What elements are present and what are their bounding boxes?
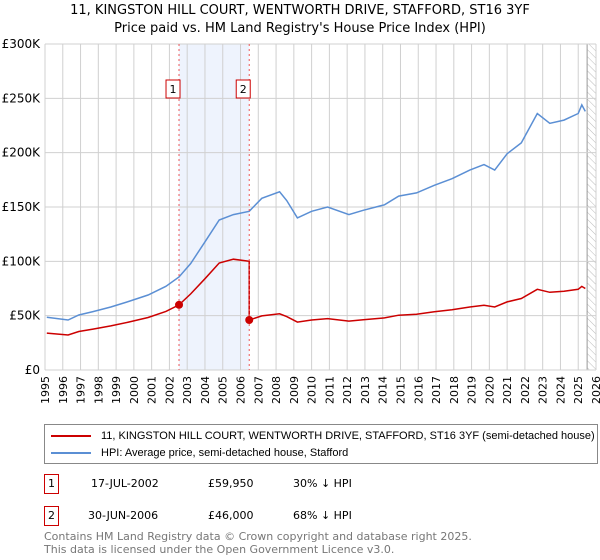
x-tick-label: 2025: [572, 376, 585, 404]
sale-hpi-diff: 30% ↓ HPI: [293, 477, 352, 490]
x-tick-label: 2005: [217, 376, 230, 404]
x-tick-label: 2020: [483, 376, 496, 404]
legend-item-property: 11, KINGSTON HILL COURT, WENTWORTH DRIVE…: [45, 428, 595, 444]
chart-title: 11, KINGSTON HILL COURT, WENTWORTH DRIVE…: [70, 3, 530, 18]
x-tick-label: 2014: [377, 376, 390, 404]
x-tick-label: 2012: [341, 376, 354, 404]
sale-price: £59,950: [208, 477, 254, 490]
x-tick-label: 2006: [235, 376, 248, 404]
x-tick-label: 2010: [306, 376, 319, 404]
x-tick-label: 2024: [554, 376, 567, 404]
x-tick-label: 2007: [252, 376, 265, 404]
legend-label: 11, KINGSTON HILL COURT, WENTWORTH DRIVE…: [101, 430, 595, 442]
x-tick-label: 2003: [181, 376, 194, 404]
sale-date: 17-JUL-2002: [91, 477, 159, 490]
x-tick-label: 2026: [590, 376, 600, 404]
x-tick-label: 2004: [199, 376, 212, 404]
y-tick-label: £250K: [2, 91, 42, 105]
y-tick-label: £300K: [2, 37, 42, 51]
x-tick-label: 1997: [75, 376, 88, 404]
x-tick-label: 2016: [412, 376, 425, 404]
footer-copyright: Contains HM Land Registry data © Crown c…: [44, 530, 472, 543]
sale-marker: 1: [44, 474, 59, 494]
x-tick-label: 1998: [92, 376, 105, 404]
x-tick-label: 2015: [394, 376, 407, 404]
legend-swatch-red: [51, 435, 91, 437]
x-tick-label: 2017: [430, 376, 443, 404]
chart-subtitle: Price paid vs. HM Land Registry's House …: [114, 21, 486, 36]
x-tick-label: 2018: [448, 376, 461, 404]
x-tick-label: 2019: [466, 376, 479, 404]
legend: 11, KINGSTON HILL COURT, WENTWORTH DRIVE…: [44, 424, 598, 464]
footer-license: This data is licensed under the Open Gov…: [44, 543, 395, 556]
y-tick-label: £50K: [9, 309, 41, 323]
y-tick-label: £0: [25, 363, 40, 377]
x-tick-label: 2000: [128, 376, 141, 404]
x-tick-label: 2002: [163, 376, 176, 404]
y-tick-label: £100K: [2, 254, 42, 268]
sale-marker-box: [165, 79, 181, 99]
price-paid-line: [46, 258, 586, 336]
sale-point: [175, 300, 184, 309]
sale-marker: 2: [44, 506, 59, 526]
x-tick-label: 2008: [270, 376, 283, 404]
sale-marker-label: 2: [240, 83, 247, 96]
x-tick-label: 1996: [57, 376, 70, 404]
price-chart: 1995 1996 1997 1998 1999 2000 2001 2002 2003 2004…: [2, 37, 600, 404]
sale-date: 30-JUN-2006: [88, 509, 159, 522]
x-tick-label: 2021: [501, 376, 514, 404]
x-tick-label: 2013: [359, 376, 372, 404]
y-tick-label: £200K: [2, 146, 42, 160]
legend-label: HPI: Average price, semi-detached house,…: [101, 447, 349, 459]
sale-point: [245, 316, 254, 325]
legend-swatch-blue: [51, 452, 91, 454]
legend-item-hpi: HPI: Average price, semi-detached house,…: [45, 445, 348, 461]
x-tick-label: 1995: [39, 376, 52, 404]
sale-marker-label: 1: [170, 83, 177, 96]
x-tick-label: 2009: [288, 376, 301, 404]
hpi-line: [46, 103, 586, 321]
y-tick-label: £150K: [2, 200, 42, 214]
x-tick-label: 1999: [110, 376, 123, 404]
sale-marker-box: [235, 79, 251, 99]
x-tick-label: 2023: [537, 376, 550, 404]
sale-price: £46,000: [208, 509, 254, 522]
x-tick-label: 2001: [146, 376, 159, 404]
x-tick-label: 2022: [519, 376, 532, 404]
sale-hpi-diff: 68% ↓ HPI: [293, 509, 352, 522]
x-tick-label: 2011: [323, 376, 336, 404]
